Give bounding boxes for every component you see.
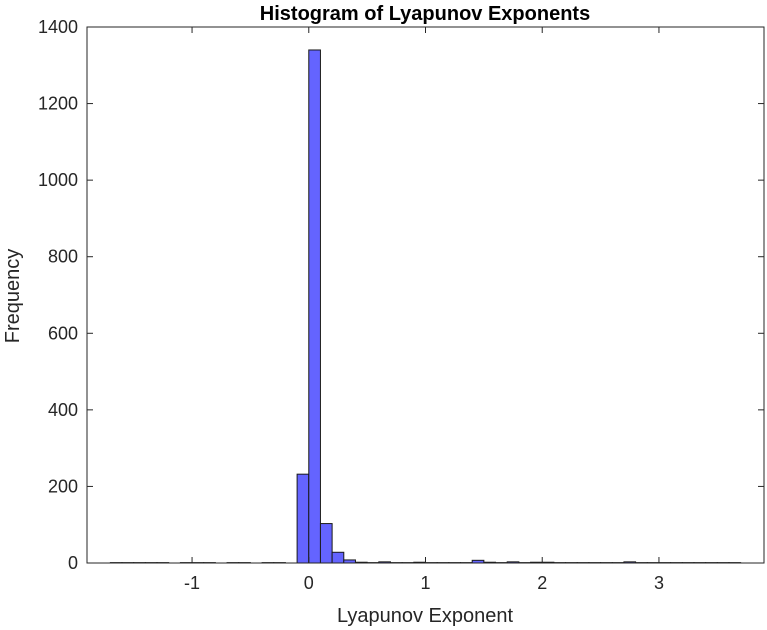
histogram-bar [331, 551, 345, 564]
x-axis-label: Lyapunov Exponent [337, 605, 514, 627]
histogram-bar [308, 49, 321, 564]
x-tick-label: 2 [537, 573, 547, 593]
y-tick-label: 1400 [38, 17, 78, 37]
y-tick-label: 0 [68, 553, 78, 573]
y-tick-label: 1000 [38, 170, 78, 190]
y-tick-label: 800 [48, 247, 78, 267]
histogram-bar [319, 523, 333, 564]
x-tick-label: -1 [184, 573, 200, 593]
x-tick-label: 1 [420, 573, 430, 593]
y-tick-label: 600 [48, 323, 78, 343]
chart-title: Histogram of Lyapunov Exponents [260, 3, 590, 25]
y-axis-ticks: 0 200 400 600 800 1000 1200 1400 [38, 17, 764, 573]
y-axis-label: Frequency [2, 249, 24, 344]
y-tick-label: 1200 [38, 94, 78, 114]
histogram-bar [296, 473, 310, 564]
y-tick-label: 400 [48, 400, 78, 420]
y-tick-label: 200 [48, 476, 78, 496]
x-tick-label: 3 [654, 573, 664, 593]
x-tick-label: 0 [304, 573, 314, 593]
x-axis-ticks: -1 0 1 2 3 [184, 27, 664, 593]
plot-area-box [86, 26, 765, 564]
